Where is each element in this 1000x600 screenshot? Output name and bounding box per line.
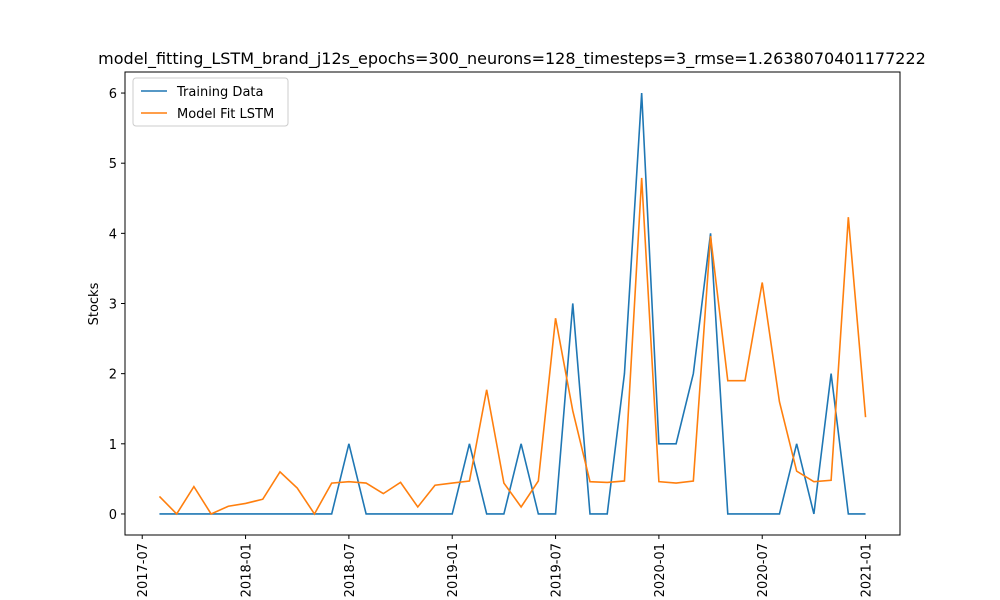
legend-label: Model Fit LSTM <box>177 107 274 122</box>
x-tick-label: 2017-07 <box>136 543 151 597</box>
legend-box <box>132 77 289 127</box>
x-tick-label: 2019-07 <box>550 543 565 597</box>
x-tick-label: 2018-01 <box>240 543 255 597</box>
y-tick-label: 3 <box>109 298 117 313</box>
y-tick-label: 1 <box>109 438 117 453</box>
x-tick-label: 2020-01 <box>653 543 668 597</box>
series-line <box>158 177 867 516</box>
y-tick-label: 5 <box>109 157 117 172</box>
series-line <box>159 92 866 515</box>
chart-title: model_fitting_LSTM_brand_j12s_epochs=300… <box>98 49 926 69</box>
y-tick-label: 4 <box>109 227 117 242</box>
plot-frame <box>124 71 901 536</box>
y-tick-label: 0 <box>109 508 117 523</box>
x-tick-label: 2021-01 <box>860 543 875 597</box>
y-tick-label: 2 <box>109 368 117 383</box>
x-tick-label: 2019-01 <box>446 543 461 597</box>
y-axis-label: Stocks <box>87 282 102 325</box>
x-tick-label: 2018-07 <box>343 543 358 597</box>
x-tick-label: 2020-07 <box>756 543 771 597</box>
y-tick-label: 6 <box>109 87 117 102</box>
legend-label: Training Data <box>176 85 263 100</box>
